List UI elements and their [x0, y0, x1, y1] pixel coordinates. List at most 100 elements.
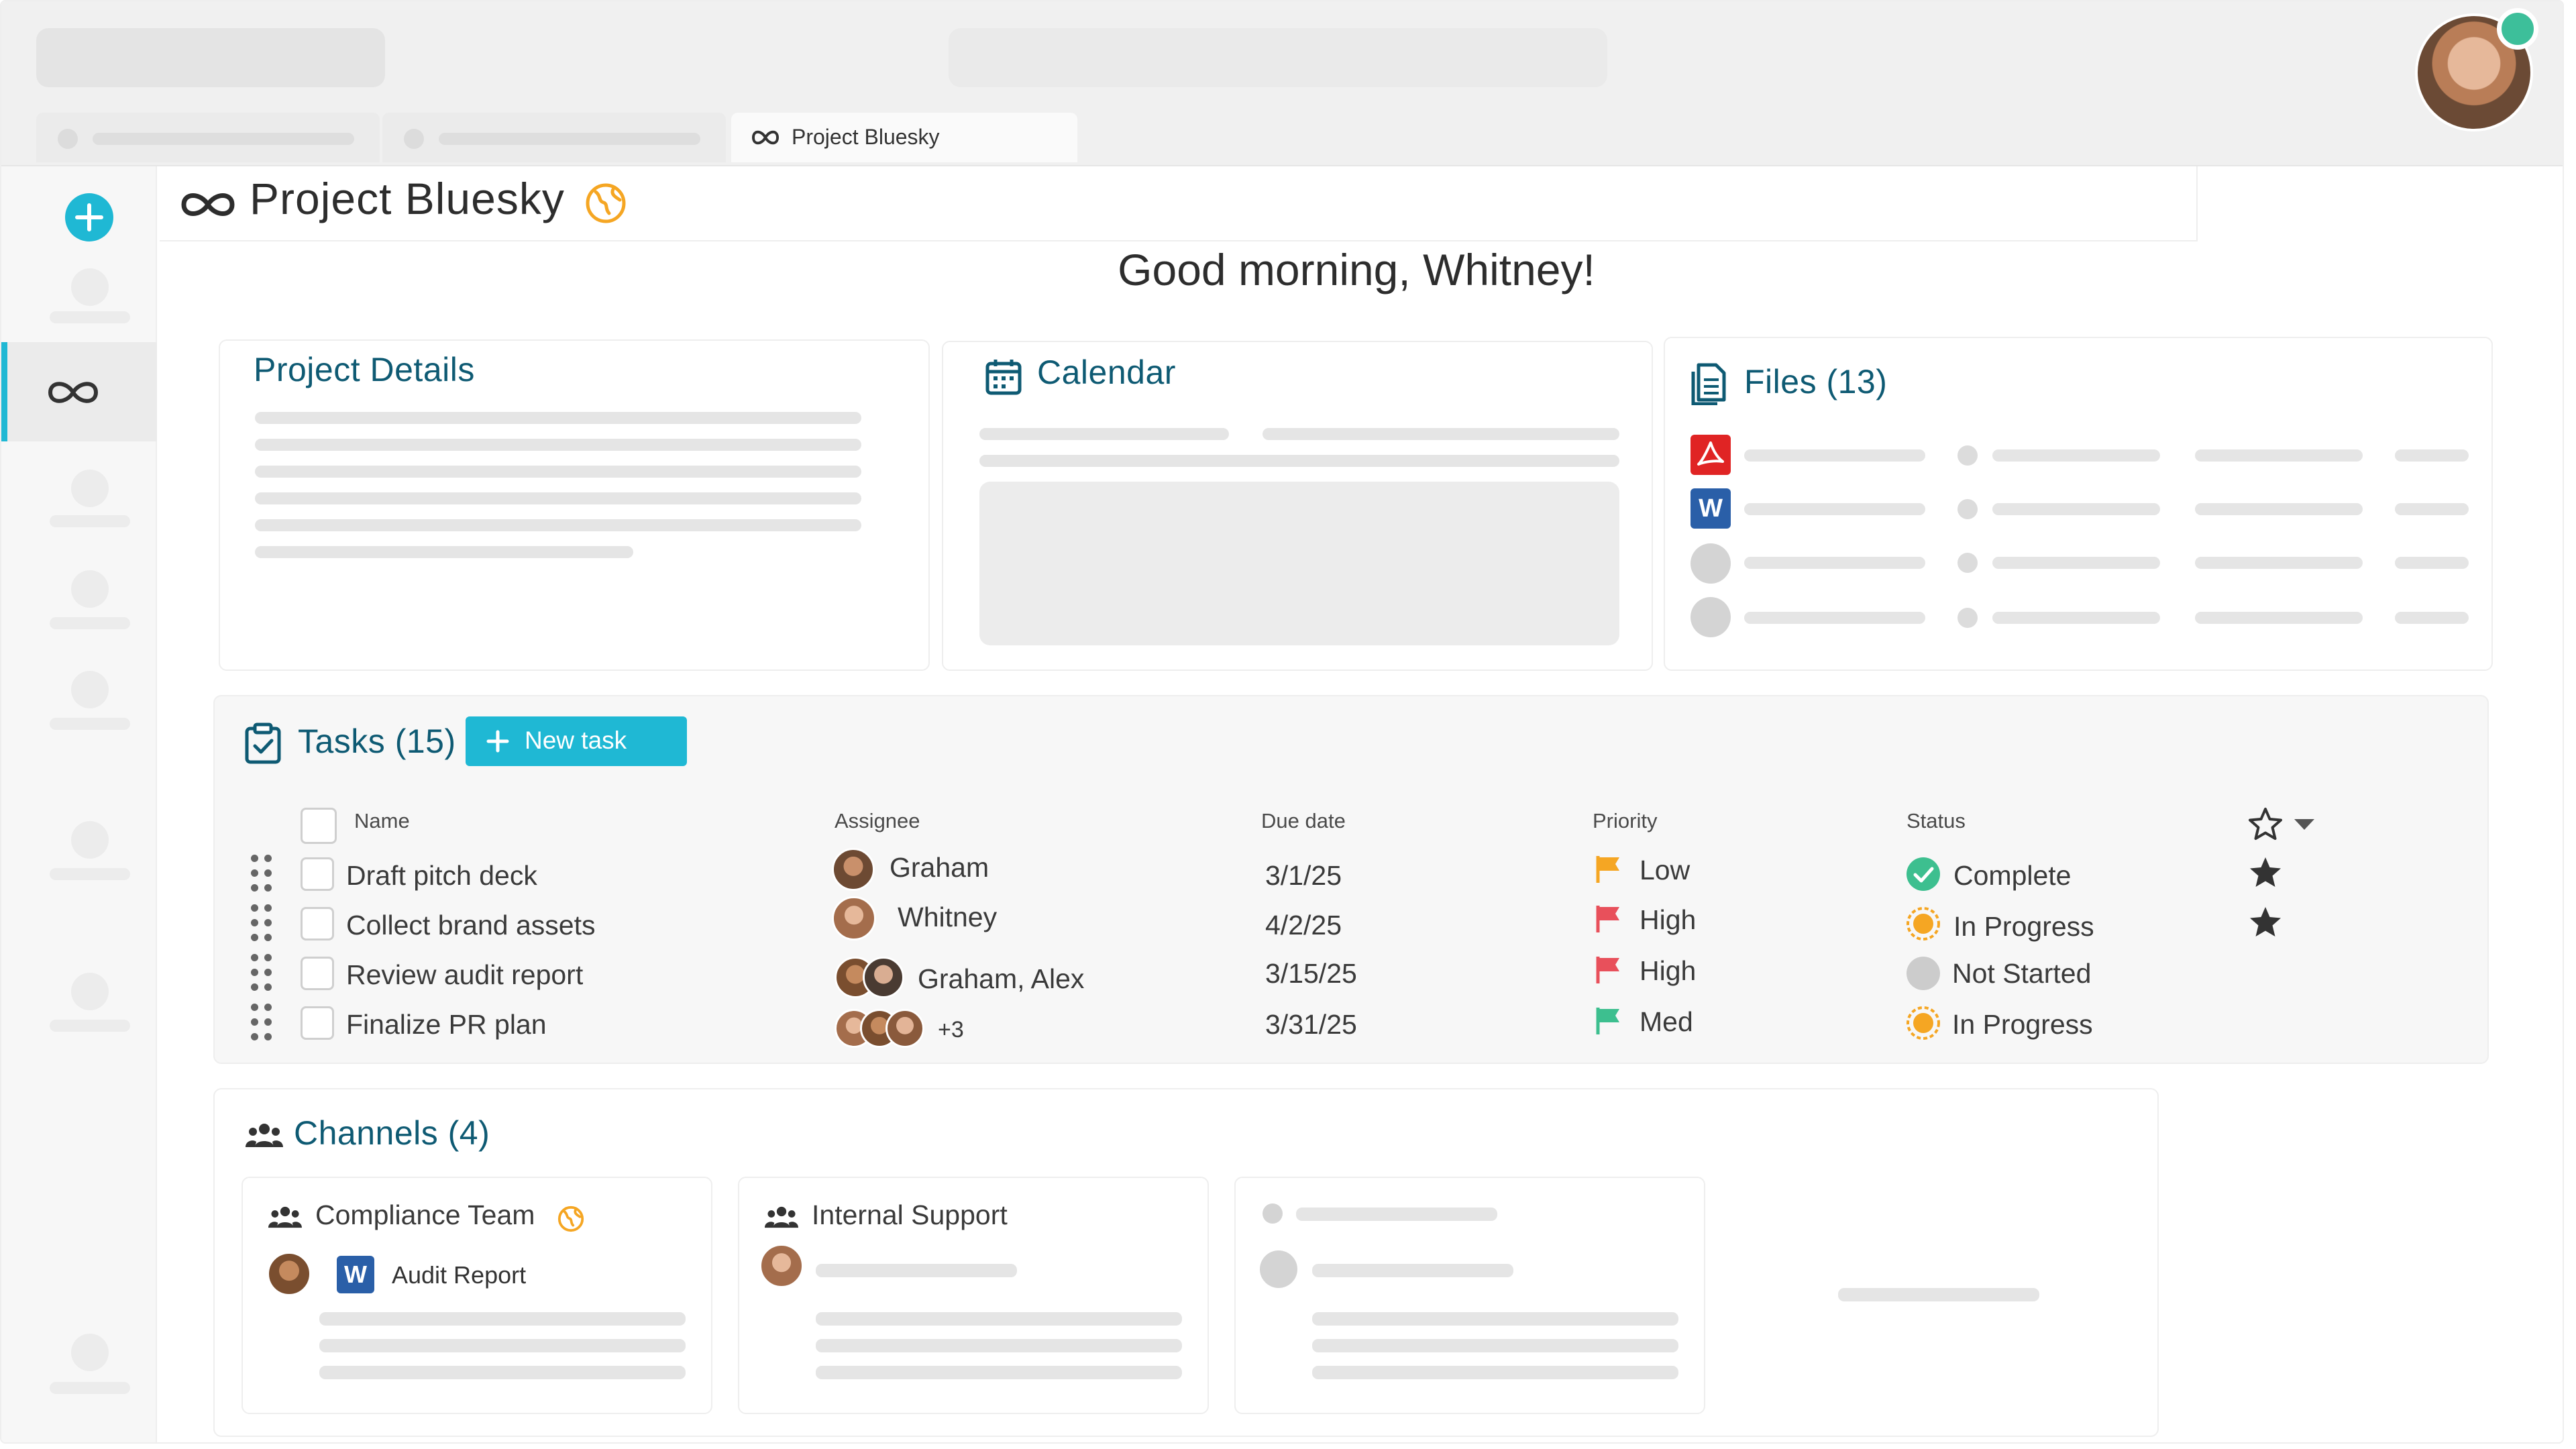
sidebar-item-placeholder-icon[interactable]: [71, 570, 109, 608]
tasks-title[interactable]: Tasks (15): [298, 722, 456, 760]
file-size-placeholder: [2395, 557, 2469, 569]
drag-handle-icon[interactable]: [251, 954, 275, 996]
project-details-title[interactable]: Project Details: [254, 351, 475, 388]
task-priority[interactable]: High: [1640, 955, 1697, 986]
file-owner-placeholder: [1957, 553, 1978, 573]
word-file-icon[interactable]: W: [1690, 488, 1731, 529]
sidebar-item-placeholder-label: [50, 311, 130, 323]
calendar-placeholder-line: [1263, 428, 1619, 440]
word-file-icon[interactable]: W: [337, 1256, 374, 1293]
tab-placeholder-2[interactable]: [382, 113, 726, 162]
task-status[interactable]: In Progress: [1952, 1009, 2093, 1040]
globe-icon[interactable]: [584, 181, 628, 225]
star-outline-icon[interactable]: [2247, 806, 2284, 841]
task-status[interactable]: Not Started: [1952, 958, 2092, 989]
task-checkbox[interactable]: [301, 1006, 334, 1040]
task-due-date[interactable]: 3/1/25: [1265, 860, 1342, 891]
greeting: Good morning, Whitney!: [1118, 245, 1595, 294]
column-header-priority[interactable]: Priority: [1593, 809, 1658, 833]
tab-label: Project Bluesky: [792, 125, 940, 149]
task-priority[interactable]: Med: [1640, 1006, 1693, 1037]
avatar[interactable]: [759, 1244, 804, 1288]
task-due-date[interactable]: 3/15/25: [1265, 958, 1357, 989]
drag-handle-icon[interactable]: [251, 855, 275, 896]
channel-name[interactable]: Compliance Team: [315, 1199, 535, 1230]
tab-placeholder-1[interactable]: [36, 113, 380, 162]
calendar-title[interactable]: Calendar: [1037, 354, 1176, 391]
channel-file-name[interactable]: Audit Report: [392, 1261, 527, 1289]
text-placeholder-line: [816, 1339, 1182, 1352]
sidebar-item-project[interactable]: [1, 342, 157, 441]
sidebar-item-placeholder-icon[interactable]: [71, 821, 109, 859]
not-started-icon: [1905, 955, 1941, 991]
more-assignees-badge[interactable]: +3: [938, 1017, 964, 1042]
task-name[interactable]: Collect brand assets: [346, 910, 596, 941]
task-priority[interactable]: Low: [1640, 855, 1690, 885]
task-status[interactable]: In Progress: [1953, 911, 2094, 942]
task-status[interactable]: Complete: [1953, 860, 2072, 891]
channel-name[interactable]: Internal Support: [812, 1199, 1008, 1230]
add-button[interactable]: [65, 193, 113, 241]
text-placeholder-line: [816, 1312, 1182, 1326]
sidebar-item-placeholder-icon[interactable]: [71, 268, 109, 306]
files-title[interactable]: Files (13): [1744, 363, 1888, 400]
tab-favicon-placeholder: [404, 129, 424, 149]
column-header-name[interactable]: Name: [354, 809, 410, 833]
task-name[interactable]: Draft pitch deck: [346, 860, 537, 891]
task-checkbox[interactable]: [301, 857, 334, 891]
sidebar-item-placeholder-icon[interactable]: [71, 671, 109, 708]
star-filled-icon[interactable]: [2247, 855, 2284, 890]
channel-card-internal-support[interactable]: Internal Support: [738, 1177, 1209, 1414]
flag-icon: [1595, 1006, 1622, 1036]
search-bar-placeholder[interactable]: [949, 28, 1607, 87]
sidebar-item-placeholder-icon[interactable]: [71, 973, 109, 1010]
task-due-date[interactable]: 3/31/25: [1265, 1009, 1357, 1040]
text-placeholder-line: [1312, 1339, 1678, 1352]
avatar[interactable]: [832, 848, 875, 891]
task-priority[interactable]: High: [1640, 904, 1697, 935]
task-due-date[interactable]: 4/2/25: [1265, 910, 1342, 941]
file-icon-placeholder[interactable]: [1690, 543, 1731, 584]
column-header-status[interactable]: Status: [1907, 809, 1966, 833]
sidebar-item-placeholder-icon[interactable]: [71, 470, 109, 507]
select-all-checkbox[interactable]: [301, 808, 337, 844]
sidebar-item-placeholder-label: [50, 868, 130, 880]
column-header-due-date[interactable]: Due date: [1261, 809, 1346, 833]
task-name[interactable]: Finalize PR plan: [346, 1009, 547, 1040]
document-icon: [1690, 362, 1728, 405]
tasks-card: Tasks (15) New task Name Assignee Due da…: [213, 695, 2489, 1064]
globe-icon: [557, 1205, 585, 1233]
avatar[interactable]: [267, 1252, 311, 1296]
calendar-placeholder-line: [979, 455, 1619, 467]
address-placeholder: [36, 28, 385, 87]
task-assignee: Graham: [890, 852, 989, 883]
text-placeholder-line: [255, 546, 633, 558]
avatar[interactable]: [885, 1009, 924, 1048]
drag-handle-icon[interactable]: [251, 1004, 275, 1045]
task-checkbox[interactable]: [301, 907, 334, 941]
pdf-file-icon[interactable]: [1690, 435, 1731, 475]
avatar[interactable]: [863, 957, 904, 998]
column-header-assignee[interactable]: Assignee: [835, 809, 920, 833]
channel-card-placeholder[interactable]: [1234, 1177, 1705, 1414]
text-placeholder-line: [255, 466, 861, 478]
people-icon: [765, 1205, 798, 1229]
sidebar-item-placeholder-icon[interactable]: [71, 1334, 109, 1371]
calendar-card: Calendar: [942, 341, 1653, 671]
star-filled-icon[interactable]: [2247, 904, 2284, 939]
text-placeholder-line: [816, 1264, 1017, 1277]
sort-dropdown-icon[interactable]: [2293, 817, 2316, 832]
file-meta-placeholder: [2195, 503, 2363, 515]
file-meta-placeholder: [2195, 612, 2363, 624]
avatar[interactable]: [832, 896, 876, 941]
channels-title[interactable]: Channels (4): [294, 1114, 490, 1152]
task-checkbox[interactable]: [301, 957, 334, 990]
text-placeholder-line: [255, 412, 861, 424]
new-task-button[interactable]: New task: [466, 716, 687, 766]
channel-card-compliance-team[interactable]: Compliance Team W Audit Report: [241, 1177, 712, 1414]
tab-project-bluesky[interactable]: Project Bluesky: [731, 113, 1077, 162]
file-icon-placeholder[interactable]: [1690, 597, 1731, 637]
drag-handle-icon[interactable]: [251, 904, 275, 946]
task-name[interactable]: Review audit report: [346, 959, 584, 990]
